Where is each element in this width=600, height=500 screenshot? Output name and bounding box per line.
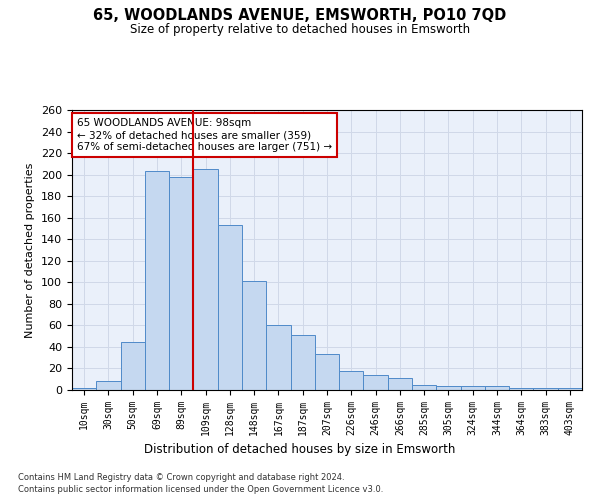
Bar (290, 335, 315, 390)
Bar (121, 342, 145, 390)
Bar (364, 375, 388, 390)
Bar (242, 281, 266, 390)
Bar (339, 370, 364, 390)
Bar (509, 388, 533, 390)
Bar (96, 382, 121, 390)
Text: Contains public sector information licensed under the Open Government Licence v3: Contains public sector information licen… (18, 485, 383, 494)
Bar (485, 386, 509, 390)
Bar (412, 384, 436, 390)
Bar (145, 172, 169, 390)
Bar (72, 388, 96, 390)
Bar (533, 388, 558, 390)
Text: Distribution of detached houses by size in Emsworth: Distribution of detached houses by size … (145, 442, 455, 456)
Bar (169, 177, 193, 390)
Text: Size of property relative to detached houses in Emsworth: Size of property relative to detached ho… (130, 22, 470, 36)
Bar (266, 326, 290, 390)
Bar (218, 225, 242, 390)
Bar (558, 388, 582, 390)
Bar (315, 354, 339, 390)
Bar (461, 386, 485, 390)
Text: 65, WOODLANDS AVENUE, EMSWORTH, PO10 7QD: 65, WOODLANDS AVENUE, EMSWORTH, PO10 7QD (94, 8, 506, 22)
Bar (388, 378, 412, 390)
Y-axis label: Number of detached properties: Number of detached properties (25, 162, 35, 338)
Text: Contains HM Land Registry data © Crown copyright and database right 2024.: Contains HM Land Registry data © Crown c… (18, 472, 344, 482)
Bar (436, 386, 461, 390)
Text: 65 WOODLANDS AVENUE: 98sqm
← 32% of detached houses are smaller (359)
67% of sem: 65 WOODLANDS AVENUE: 98sqm ← 32% of deta… (77, 118, 332, 152)
Bar (193, 169, 218, 390)
